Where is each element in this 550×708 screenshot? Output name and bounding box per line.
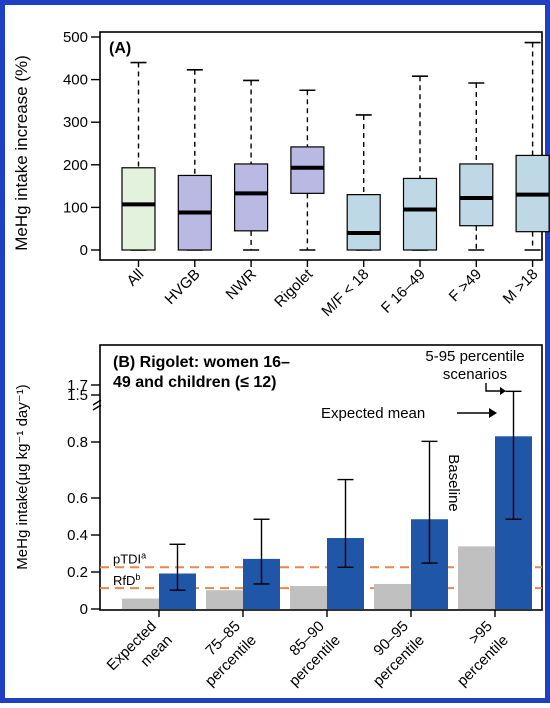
y-tick-label-b: 0.8 (67, 434, 88, 451)
y-tick-label-b: 0.4 (67, 527, 88, 544)
axis-break-mark (92, 399, 102, 411)
bar-baseline (458, 546, 495, 609)
panel-b: (B) Rigolet: women 16– 49 and children (… (14, 344, 543, 690)
box (346, 194, 381, 251)
x-tick-label-a: F 16–49 (378, 266, 429, 317)
box (402, 177, 438, 251)
panel-b-label-line2: 49 and children (≤ 12) (113, 374, 277, 391)
panel-a: (A) MeHg intake increase (%) 0 100 200 300 4… (12, 29, 550, 320)
expected-mean-annotation: Expected mean (321, 405, 425, 422)
reference-line-label: RfDb (113, 572, 140, 588)
y-tick-label-b: 1.5 (67, 387, 88, 404)
x-tick-label-a: NWR (223, 266, 260, 303)
y-tick-label-a: 0 (80, 242, 88, 259)
bar-baseline (374, 583, 411, 609)
scenarios-annotation-arrow (485, 383, 500, 392)
y-tick-label-b: 0.2 (67, 564, 88, 581)
y-tick-label-a: 400 (63, 72, 88, 89)
y-tick-label-a: 500 (63, 29, 88, 46)
box (234, 163, 269, 232)
scenarios-annotation-line2: scenarios (443, 366, 507, 383)
panel-b-plot-frame (99, 344, 543, 611)
y-tick-label-b: 1.7 (67, 377, 88, 394)
panel-a-y-axis-label: MeHg intake increase (%) (12, 55, 31, 251)
bar-baseline (122, 598, 159, 609)
y-tick-label-b: 0 (80, 601, 88, 618)
x-tick-label-a: M >18 (500, 266, 542, 308)
y-tick-label-a: 100 (63, 199, 88, 216)
x-tick-label-a: All (124, 266, 148, 290)
x-tick-label-a: M/F < 18 (318, 266, 372, 320)
reference-line-label: pTDIa (113, 550, 146, 566)
x-tick-label-a: HVGB (162, 266, 204, 308)
panel-b-label-line1: (B) Rigolet: women 16– (113, 354, 290, 371)
reference-line-superscript: b (135, 572, 140, 582)
figure-canvas: (A) MeHg intake increase (%) 0 100 200 300 4… (12, 29, 550, 690)
expected-mean-arrowhead (489, 408, 497, 418)
box (459, 163, 494, 227)
panel-a-plot-frame (99, 31, 543, 261)
scenarios-annotation-line1: 5-95 percentile (425, 348, 524, 365)
y-tick-label-b: 0.6 (67, 490, 88, 507)
box (121, 167, 156, 251)
baseline-annotation: Baseline (445, 454, 462, 512)
x-tick-label-a: F >49 (446, 266, 485, 305)
y-tick-label-a: 200 (63, 157, 88, 174)
panel-b-y-axis-label: MeHg intake(µg kg⁻¹ day⁻¹) (14, 384, 31, 569)
box (290, 146, 325, 194)
bar-baseline (290, 586, 327, 609)
y-tick-label-a: 300 (63, 114, 88, 131)
scenarios-annotation-arrowhead (500, 387, 506, 395)
bar-baseline (206, 590, 243, 609)
reference-line-superscript: a (141, 550, 146, 560)
x-tick-label-a: Rigolet (271, 265, 317, 311)
panel-a-label: (A) (109, 40, 131, 57)
